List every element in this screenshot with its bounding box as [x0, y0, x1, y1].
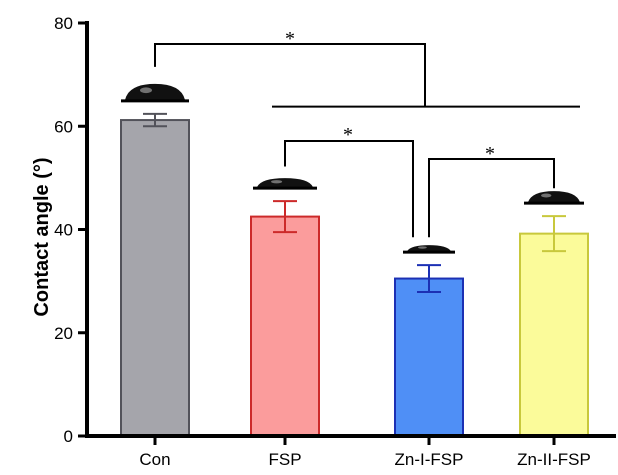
- bar-zn-ii-fsp: [519, 232, 589, 437]
- significance-bracket-con-vs-treated: [154, 43, 426, 107]
- significance-star-2: *: [343, 124, 353, 146]
- x-tick-label-con: Con: [139, 450, 170, 469]
- y-tick-label-60: 60: [54, 117, 73, 136]
- droplet-highlight-fsp: [271, 180, 283, 184]
- droplet-body-fsp: [257, 178, 313, 188]
- droplet-highlight-zn-i-fsp: [418, 246, 427, 249]
- water-droplet-icon: [403, 245, 455, 254]
- significance-star-1: *: [285, 28, 295, 50]
- bars-layer: [120, 112, 589, 438]
- bar-zn-i-fsp: [394, 277, 464, 438]
- droplet-highlight-zn-ii-fsp: [541, 193, 552, 198]
- x-tick-label-zn-ii-fsp: Zn-II-FSP: [517, 450, 591, 469]
- droplet-highlight-con: [140, 87, 152, 94]
- axes-layer: 0 20 40 60 80 Con FSP Zn-I-FSP Zn-II-FSP: [54, 14, 616, 469]
- bar-con: [120, 119, 190, 438]
- droplet-body-con: [125, 83, 185, 100]
- y-tick-label-20: 20: [54, 324, 73, 343]
- droplet-body-zn-i-fsp: [407, 245, 451, 252]
- annotations-layer: * * *: [121, 28, 584, 254]
- water-droplet-icon: [121, 83, 189, 103]
- significance-bracket-zn-i-vs-zn-ii: [428, 158, 555, 238]
- x-tick-label-fsp: FSP: [268, 450, 301, 469]
- y-tick-label-80: 80: [54, 14, 73, 33]
- x-tick-label-zn-i-fsp: Zn-I-FSP: [395, 450, 464, 469]
- bar-fsp: [250, 215, 320, 437]
- droplet-body-zn-ii-fsp: [528, 191, 580, 203]
- water-droplet-icon: [524, 191, 584, 205]
- y-tick-label-40: 40: [54, 221, 73, 240]
- significance-star-3: *: [485, 143, 495, 165]
- significance-bracket-fsp-vs-zn-i: [284, 140, 414, 238]
- y-axis-title: Contact angle (°): [31, 157, 53, 316]
- water-droplet-icon: [253, 178, 317, 190]
- y-tick-label-0: 0: [64, 427, 73, 446]
